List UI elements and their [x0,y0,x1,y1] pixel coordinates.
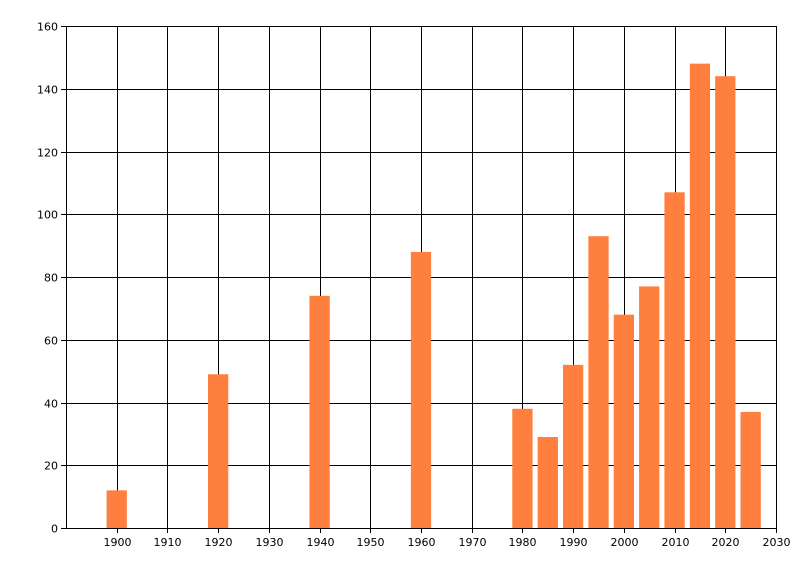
bar [689,63,711,529]
x-tick-label: 1930 [256,536,284,549]
x-tick-label: 2030 [763,536,791,549]
x-tick-label: 1990 [560,536,588,549]
grid-lines [66,26,777,528]
y-tick-label: 160 [37,21,58,34]
bar [563,364,584,528]
x-tick-label: 1900 [104,536,132,549]
bar [410,251,432,528]
bar-series [106,63,761,529]
bar [664,192,685,528]
y-tick-label: 0 [51,523,58,536]
bar [309,295,330,528]
x-tick-label: 1960 [408,536,436,549]
bar [639,286,660,528]
bar [740,411,761,528]
x-axis-tick-labels: 1900 1910 1920 1930 1940 1950 1960 1970 1980 1990… [104,536,791,549]
x-tick-label: 1910 [154,536,182,549]
y-tick-label: 100 [37,209,58,222]
x-tick-label: 1950 [357,536,385,549]
x-tick-label: 2010 [662,536,690,549]
y-tick-label: 80 [44,272,58,285]
y-tick-label: 140 [37,84,58,97]
y-tick-label: 20 [44,460,58,473]
bar [208,374,229,528]
bar [715,76,736,528]
x-tick-label: 1970 [459,536,487,549]
y-tick-label: 40 [44,398,58,411]
x-tick-label: 2000 [611,536,639,549]
y-axis-tick-labels: 0 20 40 60 80 100 120 140 160 [37,21,58,536]
bar [512,408,533,528]
x-tick-label: 1940 [307,536,335,549]
bar [106,490,127,528]
x-tick-label: 2020 [712,536,740,549]
y-tick-label: 120 [37,147,58,160]
y-tick-label: 60 [44,335,58,348]
bar [613,314,634,528]
axes [61,26,777,533]
bar [537,437,558,528]
x-tick-label: 1980 [509,536,537,549]
bar [588,236,609,528]
x-tick-label: 1920 [205,536,233,549]
